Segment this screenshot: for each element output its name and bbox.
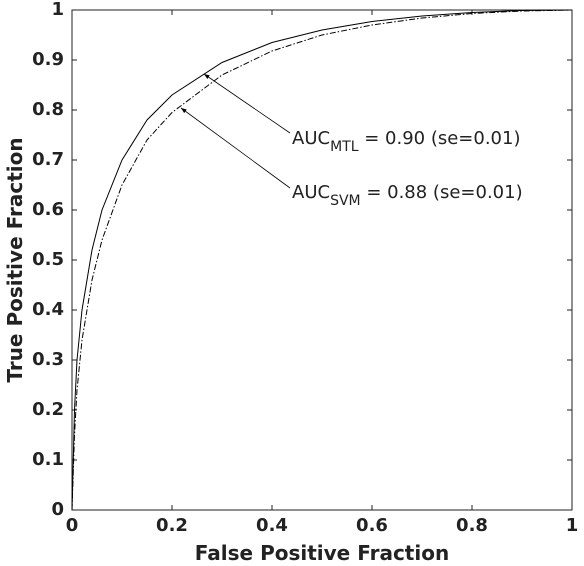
y-tick-label: 0.2 [32,399,64,420]
annotation: AUCMTL = 0.90 (se=0.01) [292,128,520,155]
x-tick-label: 0.2 [156,515,188,536]
roc-curve [71,9,573,511]
y-tick-label: 0.9 [32,49,64,70]
annotation-arrow [180,107,291,189]
x-tick-label: 0.6 [356,515,388,536]
y-tick-label: 0.1 [32,449,64,470]
x-tick-label: 1 [566,515,579,536]
annotation: AUCSVM = 0.88 (se=0.01) [292,182,523,209]
y-tick-label: 0.3 [32,349,64,370]
x-tick-label: 0.4 [256,515,288,536]
annotation-text: AUC [292,128,330,149]
y-axis-label: True Positive Fraction [3,137,27,382]
x-axis-label: False Positive Fraction [195,541,449,565]
y-tick-label: 0.4 [32,299,64,320]
y-tick-label: 0.8 [32,99,64,120]
y-tick-label: 0.5 [32,249,64,270]
x-tick-label: 0 [66,515,79,536]
x-tick-label: 0.8 [456,515,488,536]
roc-curve [71,9,573,511]
annotation-subscript: MTL [330,139,359,155]
annotation-arrow [203,73,291,134]
y-tick-label: 0.7 [32,149,64,170]
y-tick-label: 0.6 [32,199,64,220]
annotation-suffix: = 0.88 (se=0.01) [361,182,523,203]
plot-frame [71,9,573,511]
y-tick-label: 0 [51,499,64,520]
annotation-subscript: SVM [330,193,361,209]
annotation-text: AUC [292,182,330,203]
annotation-suffix: = 0.90 (se=0.01) [359,128,521,149]
y-tick-label: 1 [51,0,64,20]
